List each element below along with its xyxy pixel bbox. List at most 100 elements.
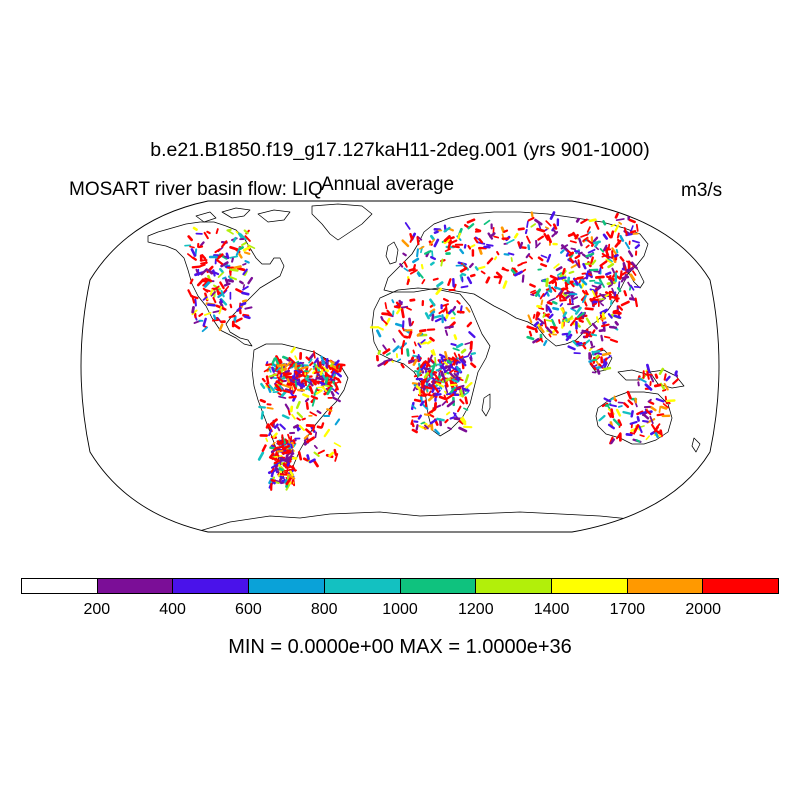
flow-cell-africa xyxy=(458,420,464,425)
flow-cell-siberia xyxy=(502,280,508,289)
flow-cell-africa xyxy=(410,419,414,425)
flow-cell-africa xyxy=(381,312,391,316)
flow-cell-north-america xyxy=(197,245,204,249)
flow-cell-amazon-basin xyxy=(322,374,327,381)
flow-cell-amazon-basin xyxy=(268,373,278,378)
flow-cell-africa xyxy=(411,404,417,410)
colorbar-tick-label: 1000 xyxy=(382,601,418,618)
flow-cell-north-america xyxy=(217,271,225,279)
flow-cell-maritime-se-asia xyxy=(595,360,601,368)
flow-cell-africa xyxy=(434,317,442,323)
colorbar-tick-label: 400 xyxy=(159,601,186,618)
flow-cell-africa xyxy=(384,302,388,310)
flow-cell-south-asia xyxy=(560,307,565,313)
flow-cell-amazon-basin xyxy=(314,379,320,385)
flow-cell-europe xyxy=(412,257,420,264)
flow-cell-east-asia xyxy=(585,252,595,258)
flow-cell-amazon-basin xyxy=(274,383,283,393)
flow-cell-africa xyxy=(424,399,428,408)
flow-cell-north-america xyxy=(241,299,248,303)
flow-cell-africa xyxy=(394,322,404,328)
flow-cell-north-america xyxy=(229,255,239,259)
flow-cell-south-america xyxy=(281,450,292,455)
flow-cell-south-asia xyxy=(596,294,602,299)
flow-cell-siberia xyxy=(545,220,552,227)
flow-cell-siberia xyxy=(487,232,494,240)
flow-cell-africa xyxy=(418,425,425,429)
flow-cell-congo-basin xyxy=(424,360,431,368)
flow-cell-north-america xyxy=(243,315,251,320)
flow-cell-amazon-basin xyxy=(267,386,272,393)
flow-cell-africa xyxy=(470,352,477,356)
flow-cell-south-asia xyxy=(532,337,540,344)
colorbar-tick-label: 1700 xyxy=(609,601,646,618)
flow-cell-north-america xyxy=(238,246,244,251)
flow-cell-australia xyxy=(655,397,665,403)
flow-cell-australia xyxy=(658,405,662,413)
flow-cell-east-asia xyxy=(632,239,640,244)
flow-cell-siberia xyxy=(610,223,616,228)
flow-cell-north-america xyxy=(190,248,197,257)
flow-cell-siberia xyxy=(493,235,500,239)
flow-cell-siberia xyxy=(546,234,552,244)
flow-cell-east-asia xyxy=(634,244,641,250)
flow-cell-africa xyxy=(401,326,406,332)
flow-cell-south-asia xyxy=(551,300,558,305)
colorbar-box-2 xyxy=(173,579,250,593)
flow-cell-east-asia xyxy=(609,278,614,285)
flow-cell-africa xyxy=(442,316,447,322)
flow-cell-europe xyxy=(435,287,443,296)
flow-cell-congo-basin xyxy=(442,373,446,383)
flow-cell-europe xyxy=(449,239,458,245)
flow-cell-south-america xyxy=(257,451,265,461)
flow-cell-africa xyxy=(420,421,426,425)
flow-cell-south-asia xyxy=(551,287,557,293)
flow-cell-europe xyxy=(401,239,410,248)
flow-cell-north-america xyxy=(212,269,216,277)
flow-cell-siberia xyxy=(534,218,543,226)
flow-cell-north-america xyxy=(242,285,249,291)
flow-cell-east-asia xyxy=(574,233,579,240)
flow-cell-east-asia xyxy=(574,260,580,268)
flow-cell-africa xyxy=(419,400,425,407)
flow-cell-australia xyxy=(617,419,623,427)
flow-cell-south-america xyxy=(328,451,335,458)
flow-cell-siberia xyxy=(552,223,558,230)
flow-cell-congo-basin xyxy=(445,392,452,396)
flow-cell-amazon-basin xyxy=(310,378,317,386)
flow-cell-north-america xyxy=(242,262,247,266)
flow-cell-africa xyxy=(456,310,465,314)
colorbar-tick-label: 2000 xyxy=(685,601,721,618)
flow-cell-amazon-basin xyxy=(319,381,326,386)
flow-cell-siberia xyxy=(525,253,531,259)
colorbar-box-3 xyxy=(249,579,325,593)
flow-cell-europe xyxy=(431,250,434,259)
flow-cell-siberia xyxy=(594,221,600,230)
flow-cell-east-asia xyxy=(598,298,605,301)
flow-cell-australia xyxy=(627,399,634,406)
flow-cell-australia xyxy=(615,408,622,417)
flow-cell-siberia xyxy=(561,267,566,275)
flow-cell-south-asia xyxy=(578,319,584,323)
flow-cell-north-america xyxy=(219,298,224,304)
flow-cell-amazon-basin xyxy=(263,368,270,373)
flow-cell-north-america xyxy=(218,323,224,332)
flow-cell-south-asia xyxy=(570,307,577,312)
flow-cell-africa xyxy=(469,356,473,362)
flow-cell-maritime-se-asia xyxy=(653,383,662,388)
colorbar-tick-label: 1400 xyxy=(533,601,570,618)
flow-cell-siberia xyxy=(527,244,531,251)
flow-cell-europe xyxy=(469,273,476,278)
flow-cell-africa xyxy=(415,424,419,431)
flow-cell-amazon-basin xyxy=(334,359,340,366)
flow-cell-africa xyxy=(457,405,462,413)
flow-cell-siberia xyxy=(517,227,525,231)
flow-cell-australia xyxy=(603,397,612,403)
flow-cell-europe xyxy=(460,285,469,289)
flow-cell-europe xyxy=(466,276,473,285)
flow-cell-east-asia xyxy=(599,293,607,300)
flow-cell-africa xyxy=(398,329,404,337)
flow-cell-siberia xyxy=(475,228,482,233)
flow-cell-amazon-basin xyxy=(330,364,339,372)
flow-cell-siberia xyxy=(540,263,548,268)
